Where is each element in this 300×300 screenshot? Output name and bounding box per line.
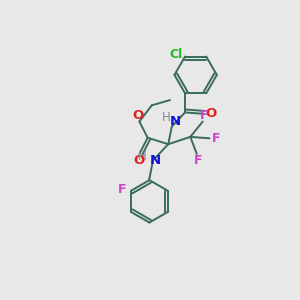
Text: O: O bbox=[132, 109, 144, 122]
Text: F: F bbox=[194, 154, 202, 167]
Text: N: N bbox=[170, 115, 181, 128]
Text: N: N bbox=[150, 154, 161, 167]
Text: O: O bbox=[133, 154, 144, 167]
Text: H: H bbox=[162, 111, 171, 124]
Text: Cl: Cl bbox=[169, 48, 182, 61]
Text: O: O bbox=[205, 107, 216, 120]
Text: F: F bbox=[212, 132, 220, 145]
Text: F: F bbox=[118, 183, 127, 196]
Text: F: F bbox=[200, 109, 208, 122]
Text: H: H bbox=[137, 150, 146, 164]
